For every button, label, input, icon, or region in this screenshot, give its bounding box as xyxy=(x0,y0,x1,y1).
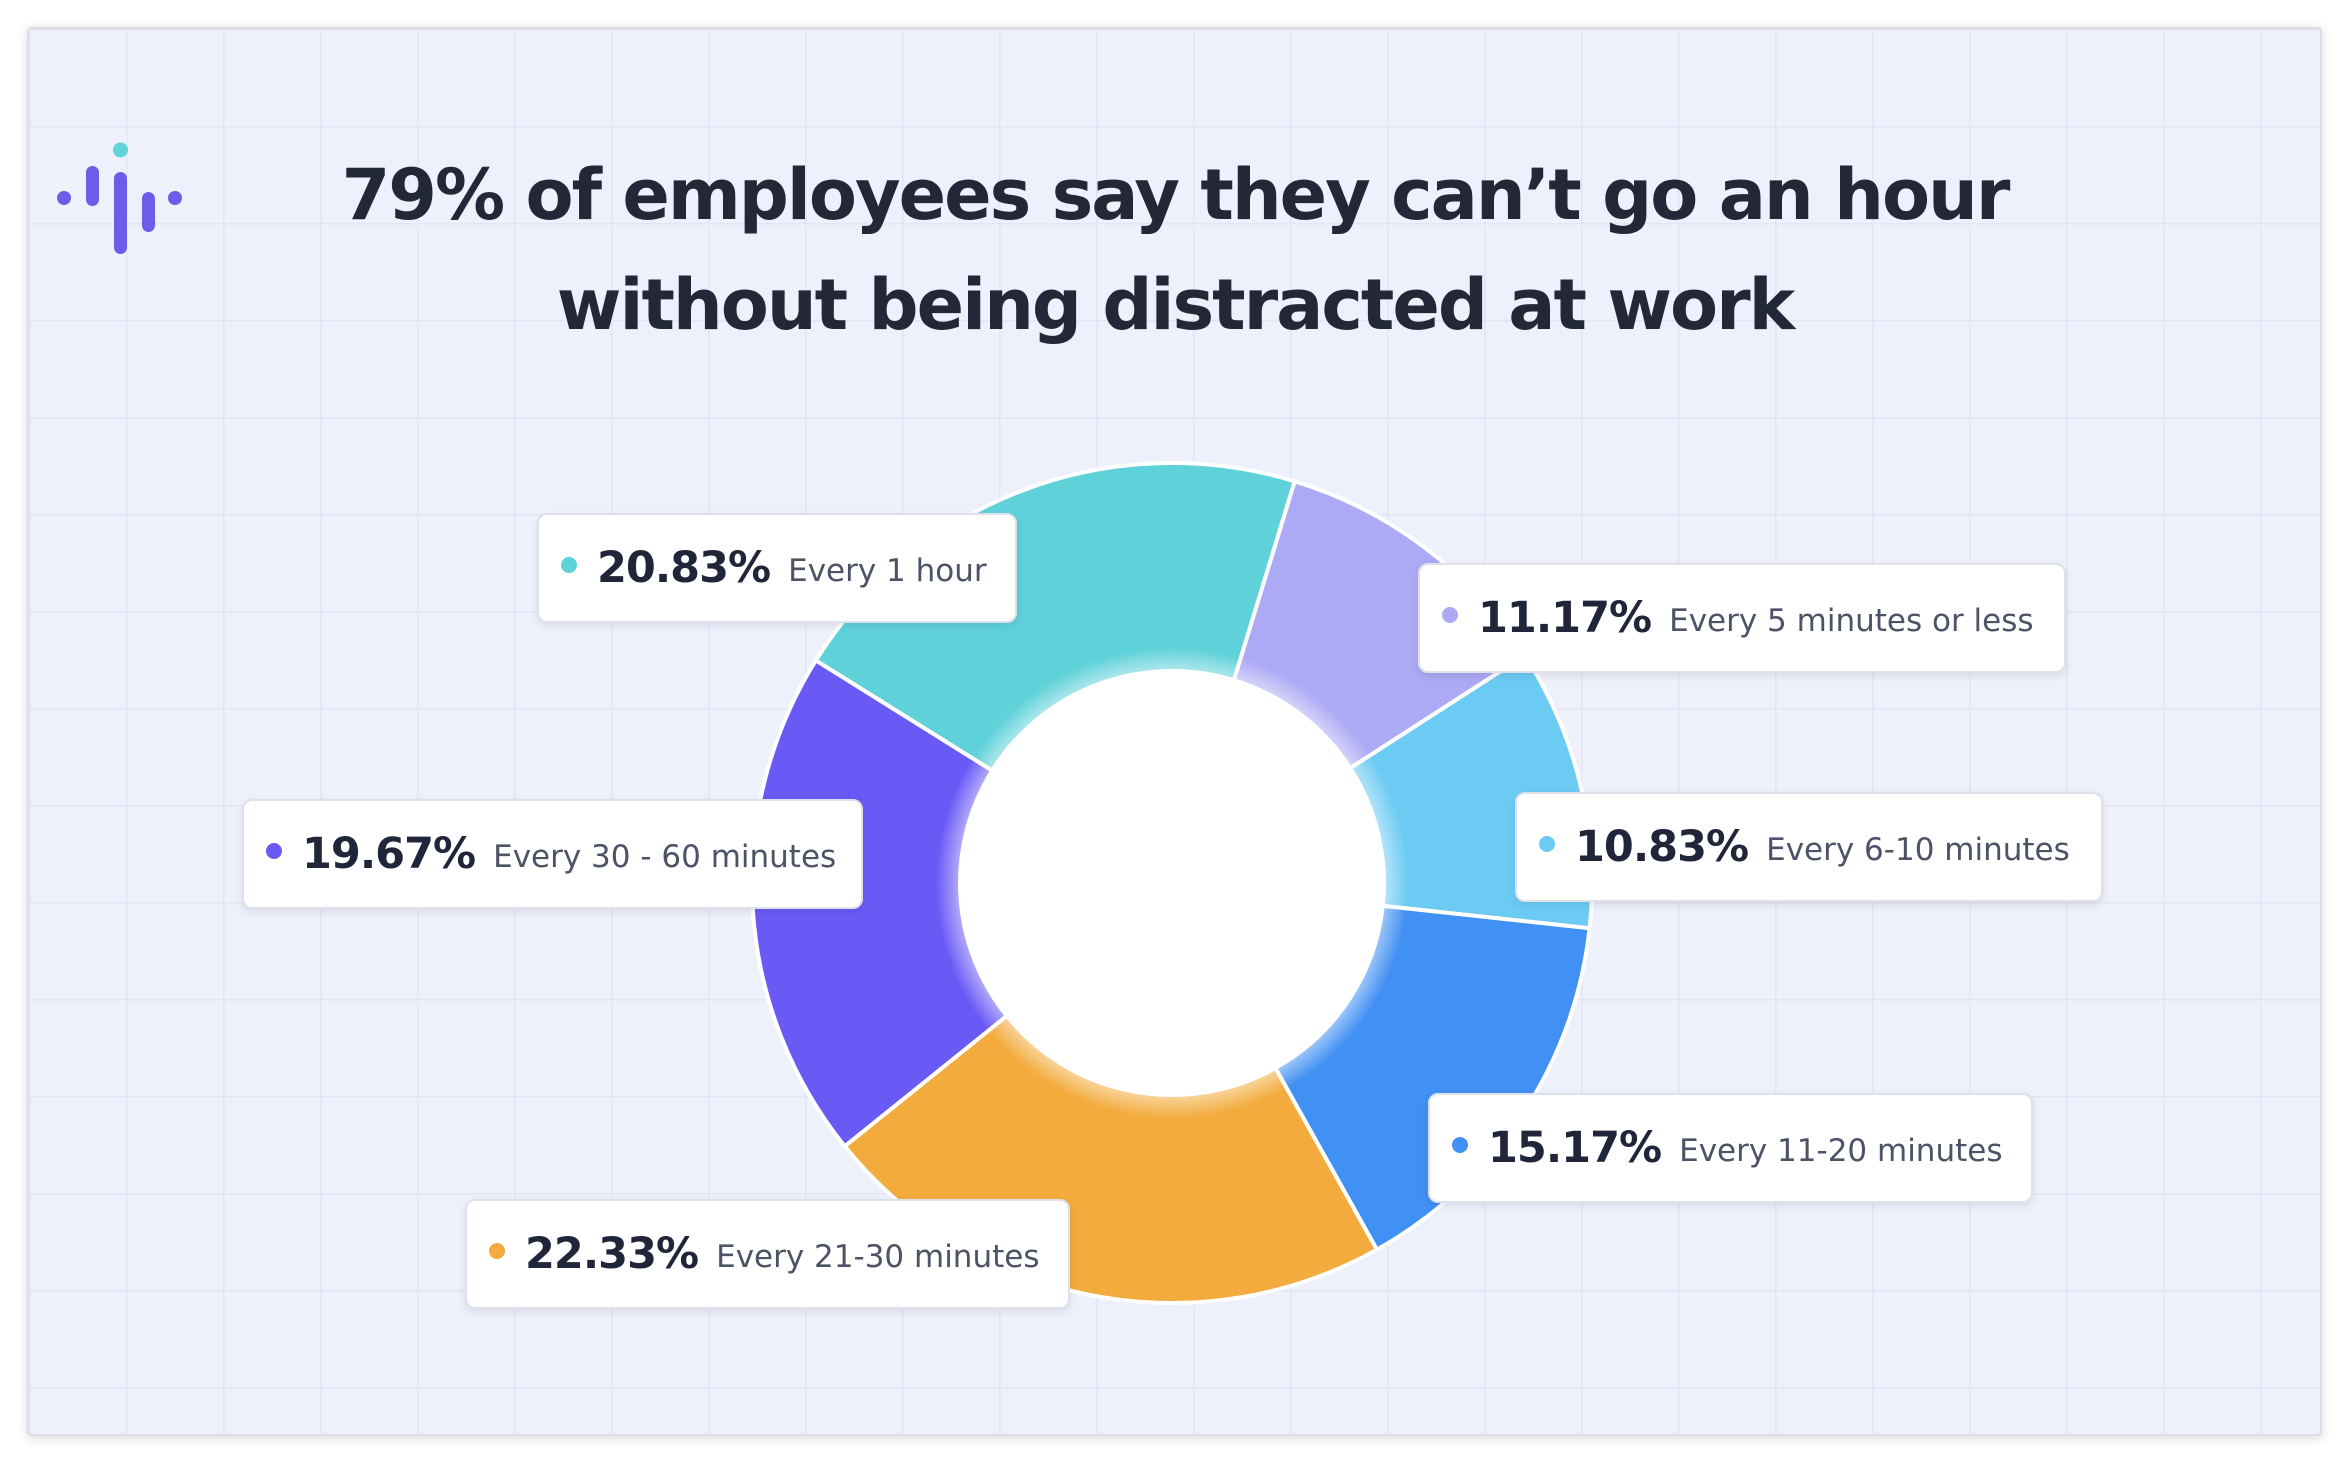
donut-hole xyxy=(960,671,1384,1095)
slice-description: Every 11-20 minutes xyxy=(1679,1133,2003,1169)
slice-label-every-30-60-minutes: 19.67% Every 30 - 60 minutes xyxy=(242,799,863,909)
title-line-1: 79% of employees say they can’t go an ho… xyxy=(341,154,2011,236)
slice-label-every-5-minutes: 11.17% Every 5 minutes or less xyxy=(1418,563,2066,673)
slice-percent: 10.83% xyxy=(1575,822,1749,872)
slice-description: Every 1 hour xyxy=(788,553,987,589)
slice-percent: 11.17% xyxy=(1478,593,1652,643)
legend-dot xyxy=(266,843,282,859)
slice-percent: 22.33% xyxy=(525,1229,699,1279)
legend-dot xyxy=(1442,607,1458,623)
audio-bars-icon xyxy=(57,142,182,254)
slice-label-every-11-20-minutes: 15.17% Every 11-20 minutes xyxy=(1428,1093,2033,1203)
slice-description: Every 5 minutes or less xyxy=(1669,603,2034,639)
slice-label-every-1-hour: 20.83% Every 1 hour xyxy=(537,513,1017,623)
slice-description: Every 6-10 minutes xyxy=(1766,832,2070,868)
slice-percent: 20.83% xyxy=(597,543,771,593)
title-line-2: without being distracted at work xyxy=(556,264,1795,346)
legend-dot xyxy=(1539,836,1555,852)
legend-dot xyxy=(489,1243,505,1259)
slice-percent: 19.67% xyxy=(302,829,476,879)
legend-dot xyxy=(1452,1137,1468,1153)
legend-dot xyxy=(561,557,577,573)
slice-label-every-6-10-minutes: 10.83% Every 6-10 minutes xyxy=(1515,792,2103,902)
page-title: 79% of employees say they can’t go an ho… xyxy=(300,140,2050,360)
slice-percent: 15.17% xyxy=(1488,1123,1662,1173)
slice-label-every-21-30-minutes: 22.33% Every 21-30 minutes xyxy=(465,1199,1070,1309)
slice-description: Every 30 - 60 minutes xyxy=(493,839,837,875)
slice-description: Every 21-30 minutes xyxy=(716,1239,1040,1275)
